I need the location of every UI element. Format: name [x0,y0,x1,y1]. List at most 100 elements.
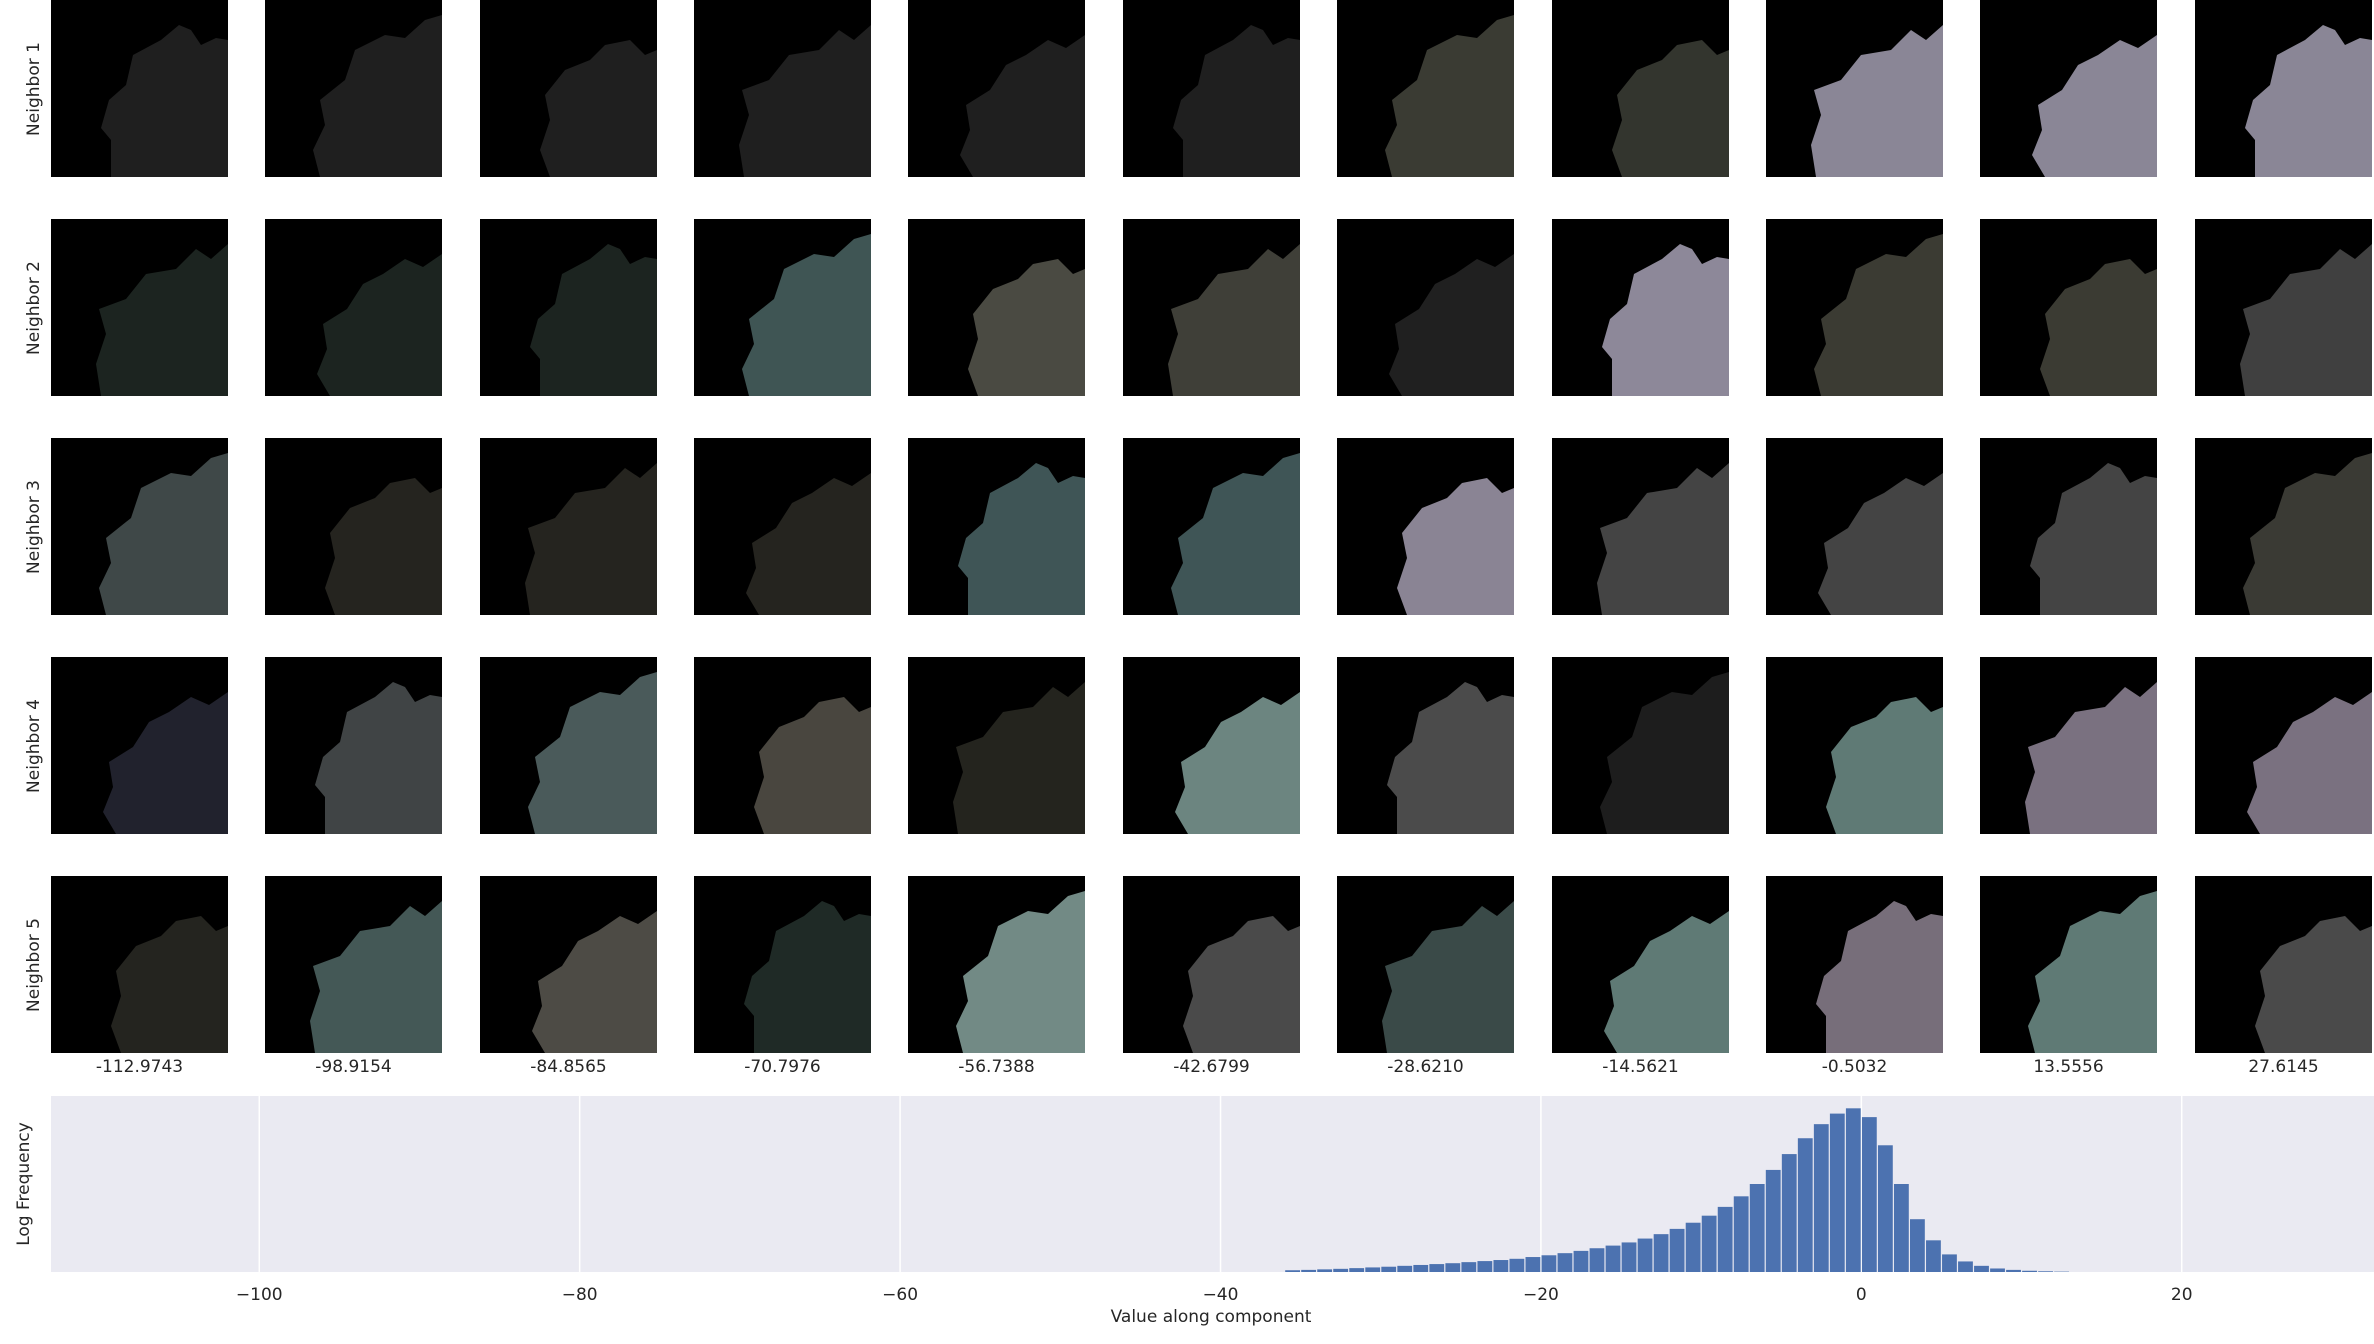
x-axis-label: Value along component [1111,1307,1312,1327]
histogram-bar [1958,1261,1973,1272]
neighbor-image-tile [1552,0,1729,177]
histogram-bar [1573,1250,1589,1272]
histogram-bar [1333,1268,1349,1272]
histogram-bar [1317,1269,1333,1272]
neighbor-image-tile [908,219,1085,396]
neighbor-image-tile [908,657,1085,834]
histogram-bar [1509,1258,1525,1272]
neighbor-image-tile [694,438,871,615]
histogram-bar [2006,1269,2021,1272]
histogram-bar [1525,1257,1541,1272]
column-value-label: -70.7976 [744,1057,821,1077]
neighbor-image-tile [1766,438,1943,615]
neighbor-image-tile [1123,438,1300,615]
plot-background [51,1096,2374,1272]
neighbor-image-tile [1552,657,1729,834]
histogram-bar [1285,1270,1301,1272]
neighbor-image-tile [265,876,442,1053]
neighbor-image-tile [1123,0,1300,177]
histogram-bar [1477,1261,1493,1272]
column-value-label: -112.9743 [95,1057,184,1077]
neighbor-image-tile [1337,438,1514,615]
neighbor-image-tile [480,438,657,615]
histogram-bar [1445,1263,1461,1272]
neighbor-image-tile [908,438,1085,615]
histogram-bar [1349,1268,1365,1272]
column-value-label: -84.8565 [530,1057,607,1077]
neighbor-image-tile [2195,657,2372,834]
histogram-bar [1669,1228,1685,1272]
neighbor-image-tile [51,657,228,834]
neighbor-image-tile [1980,438,2157,615]
histogram-bar [1637,1238,1653,1272]
histogram-bar [1589,1248,1605,1272]
column-value-label: 13.5556 [2033,1057,2104,1077]
row-label-neighbor-3: Neighbor 3 [24,479,44,574]
row-label-neighbor-2: Neighbor 2 [24,260,44,355]
neighbor-image-tile [1980,657,2157,834]
histogram-bar [1781,1154,1797,1272]
histogram-bar [1733,1196,1749,1272]
x-tick-label: −100 [236,1285,283,1305]
neighbor-image-tile [1552,876,1729,1053]
neighbor-image-tile [2195,219,2372,396]
neighbor-image-tile [51,876,228,1053]
column-value-label: 27.6145 [2248,1057,2319,1077]
neighbor-image-tile [694,219,871,396]
neighbor-image-tile [1123,876,1300,1053]
histogram-bar [1765,1169,1781,1272]
histogram-bar [2038,1271,2053,1272]
neighbor-image-tile [51,0,228,177]
neighbor-image-tile [908,876,1085,1053]
x-tick-label: −20 [1523,1285,1559,1305]
histogram-bar [1926,1240,1941,1272]
column-value-label: -98.9154 [315,1057,392,1077]
histogram-bar [2022,1270,2037,1272]
histogram-bar [1397,1265,1413,1272]
histogram-bar [1685,1222,1701,1272]
neighbor-image-tile [694,657,871,834]
neighbor-image-tile [1766,0,1943,177]
column-value-label: -28.6210 [1387,1057,1464,1077]
histogram-bar [1877,1145,1893,1272]
neighbor-image-tile [1337,657,1514,834]
neighbor-image-tile [2195,876,2372,1053]
neighbor-image-tile [1980,0,2157,177]
histogram-bar [1974,1265,1989,1272]
x-tick-label: 20 [2171,1285,2193,1305]
histogram-bar [1942,1254,1957,1272]
y-axis-label: Log Frequency [14,1122,34,1246]
histogram-bar [1893,1184,1909,1272]
neighbor-image-tile [1337,876,1514,1053]
histogram-bar [1461,1262,1477,1272]
row-label-neighbor-1: Neighbor 1 [24,41,44,136]
histogram-bar [1413,1264,1429,1272]
histogram-bar [1701,1215,1717,1272]
row-label-neighbor-5: Neighbor 5 [24,917,44,1012]
histogram-bar [1621,1242,1637,1272]
histogram-bar [1493,1260,1509,1272]
histogram-bar [1797,1138,1813,1272]
neighbor-image-tile [694,876,871,1053]
histogram-bar [1605,1245,1621,1272]
histogram-bar [1541,1255,1557,1272]
histogram-chart: −100 −80 −60 −40 −20 0 20 Value along component… [14,1096,2374,1327]
column-value-label: -14.5621 [1602,1057,1679,1077]
histogram-bar [1749,1184,1765,1272]
neighbor-image-tile [480,219,657,396]
x-tick-label: 0 [1856,1285,1867,1305]
neighbor-image-tile [2195,0,2372,177]
neighbor-image-grid: Neighbor 1 Neighbor 2 Neighbor 3 Neighbor 4… [24,0,2372,1077]
neighbor-image-tile [1552,438,1729,615]
histogram-bar [1829,1113,1845,1272]
neighbor-image-tile [480,876,657,1053]
neighbor-image-tile [2195,438,2372,615]
neighbor-image-tile [694,0,871,177]
neighbor-image-tile [1337,219,1514,396]
neighbor-image-tile [1552,219,1729,396]
row-label-neighbor-4: Neighbor 4 [24,698,44,793]
neighbor-image-tile [51,438,228,615]
neighbor-image-tile [908,0,1085,177]
histogram-bar [1717,1206,1733,1272]
neighbor-image-tile [1766,657,1943,834]
